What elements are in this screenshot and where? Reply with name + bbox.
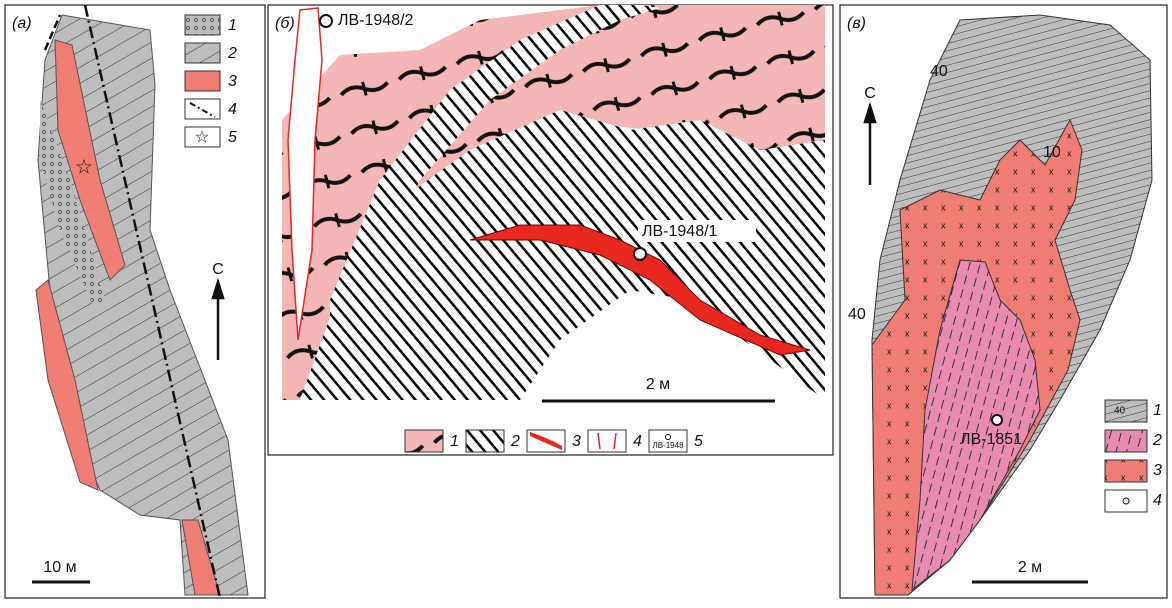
sample-label: ЛВ-1948/1 (642, 223, 718, 240)
legend-swatch (1105, 430, 1147, 452)
sample-point (992, 415, 1002, 425)
panel-b: ЛВ-1948/2 ЛВ-1948/1 (б) 2 м ЛВ-1948 1 2 … (268, 5, 833, 455)
legend-label: 1 (1153, 402, 1162, 419)
legend-label: 2 (227, 45, 237, 62)
north-label: С (212, 261, 224, 278)
legend-symbol (666, 435, 671, 440)
legend-swatch (405, 430, 443, 452)
legend-swatch (466, 430, 504, 452)
panel-c: (в) С 40 10 40 ЛВ-1851 2 м 40 1 2 3 4 (840, 5, 1167, 598)
star-marker: ☆ (75, 156, 93, 178)
legend-swatch (185, 43, 220, 63)
panel-label: (в) (847, 15, 866, 32)
legend-swatch (588, 430, 626, 452)
legend-label: 3 (1153, 462, 1162, 479)
panel-a: ☆ (а) ☆ 1 2 3 4 5 С 10 м (5, 5, 265, 598)
panel-label: (б) (275, 15, 295, 32)
legend-label: 1 (450, 433, 459, 450)
dip-label: 40 (930, 63, 948, 80)
sample-point (320, 15, 332, 27)
legend-icon-text: ЛВ-1948 (652, 441, 684, 450)
scale-label: 10 м (43, 559, 76, 576)
dip-label: 40 (848, 306, 866, 323)
sample-point (634, 248, 646, 260)
north-label: С (864, 85, 876, 102)
figure: x ☆ (а) ☆ 1 2 3 4 (0, 0, 1172, 603)
legend-swatch (185, 15, 220, 35)
legend-label: 3 (228, 73, 237, 90)
legend-symbol: ☆ (194, 127, 209, 146)
legend-label: 5 (228, 129, 237, 146)
sample-label: ЛВ-1851 (960, 431, 1022, 448)
legend-swatch (1105, 400, 1147, 422)
legend-icon-text: 40 (1114, 406, 1126, 417)
legend-label: 4 (228, 101, 237, 118)
legend-label: 2 (510, 433, 520, 450)
legend-label: 4 (1153, 492, 1162, 509)
scale-label: 2 м (1018, 559, 1042, 576)
scale-label: 2 м (646, 376, 670, 393)
legend-swatch (1105, 460, 1147, 482)
panel-label: (а) (12, 15, 32, 32)
legend-label: 5 (694, 433, 703, 450)
legend-label: 2 (1152, 432, 1162, 449)
legend-label: 3 (572, 433, 581, 450)
legend-swatch (185, 71, 220, 91)
legend-label: 4 (633, 433, 642, 450)
dip-label: 10 (1043, 144, 1061, 161)
legend-swatch (185, 99, 220, 119)
legend-symbol (1123, 498, 1129, 504)
legend-label: 1 (228, 17, 237, 34)
sample-label: ЛВ-1948/2 (338, 12, 414, 29)
